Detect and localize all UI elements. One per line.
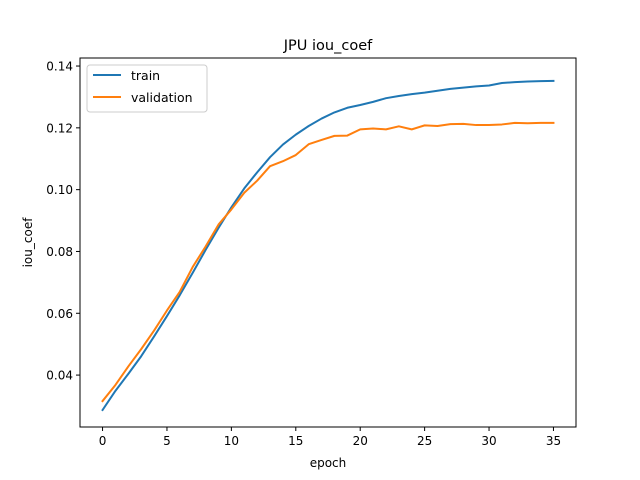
x-tick-label: 15 — [288, 434, 303, 448]
x-tick-label: 0 — [99, 434, 107, 448]
y-tick-label: 0.04 — [46, 369, 73, 383]
y-tick-label: 0.14 — [46, 60, 73, 74]
series-line-validation — [101, 121, 555, 403]
y-tick-label: 0.10 — [46, 183, 73, 197]
y-tick-label: 0.06 — [46, 307, 73, 321]
plot-area — [79, 57, 577, 428]
axes-frame — [79, 57, 577, 428]
y-tick-label: 0.08 — [46, 245, 73, 259]
x-tick-label: 10 — [224, 434, 239, 448]
x-axis-label: epoch — [310, 456, 347, 470]
legend: train validation — [86, 64, 208, 113]
x-tick-label: 25 — [417, 434, 432, 448]
y-axis-label: iou_coef — [21, 217, 35, 268]
legend-label-train: train — [131, 68, 160, 83]
x-tick-label: 35 — [546, 434, 561, 448]
legend-box — [86, 64, 208, 113]
x-tick-label: 20 — [353, 434, 368, 448]
y-axis-ticks: 0.04 0.06 0.08 0.10 0.12 0.14 — [46, 60, 80, 383]
y-tick-label: 0.12 — [46, 121, 73, 135]
series-line-train — [101, 79, 555, 412]
x-tick-label: 5 — [163, 434, 171, 448]
legend-label-validation: validation — [131, 90, 193, 105]
chart-title: JPU iou_coef — [283, 38, 373, 54]
x-axis-ticks: 0 5 10 15 20 25 30 35 — [99, 427, 561, 448]
x-tick-label: 30 — [481, 434, 496, 448]
series-lines — [101, 79, 555, 412]
